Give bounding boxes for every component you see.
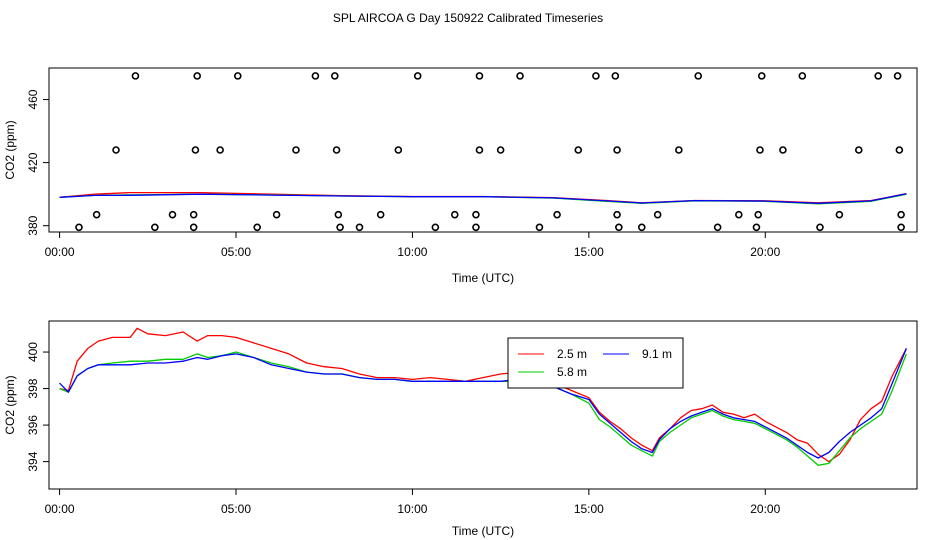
data-point: [779, 146, 787, 154]
data-point: [450, 210, 459, 219]
data-point: [613, 210, 621, 219]
y-axis-label-top: CO2 (ppm): [3, 120, 17, 179]
series-line-9-1-m: [59, 348, 908, 459]
legend-box: [507, 337, 684, 389]
legend: 2.5 m 5.8 m 9.1 m: [507, 337, 684, 389]
data-point: [874, 72, 882, 80]
x-tick-label: 10:00: [397, 245, 427, 259]
data-point: [895, 146, 904, 154]
data-point: [675, 146, 683, 154]
data-point: [75, 223, 83, 232]
data-point: [376, 210, 385, 219]
data-point: [611, 72, 620, 80]
data-point: [413, 72, 422, 80]
chart-title: SPL AIRCOA G Day 150922 Calibrated Times…: [333, 11, 603, 25]
data-point: [653, 210, 662, 219]
data-point: [553, 210, 561, 219]
x-tick-label: 05:00: [221, 245, 251, 259]
data-point: [332, 146, 341, 154]
x-axis-label-top: Time (UTC): [452, 271, 514, 285]
series-line-9-1-m: [59, 193, 907, 204]
data-point: [272, 210, 281, 219]
data-point: [613, 146, 621, 154]
data-point: [637, 223, 646, 232]
y-tick-label: 400: [26, 342, 40, 362]
data-point: [233, 72, 242, 80]
legend-label-2-5m: 2.5 m: [557, 347, 587, 361]
y-tick-label: 380: [26, 215, 40, 235]
data-point: [897, 210, 905, 219]
data-point: [394, 146, 403, 154]
data-point: [475, 72, 484, 80]
data-point: [798, 72, 807, 80]
data-point: [615, 223, 623, 232]
legend-label-9-1m: 9.1 m: [642, 347, 672, 361]
x-tick-label: 20:00: [750, 245, 780, 259]
data-point: [756, 146, 764, 154]
y-tick-label: 420: [26, 152, 40, 172]
y-tick-label: 460: [26, 89, 40, 109]
plot-frame-bottom: [48, 320, 918, 490]
y-axis-label-bottom: CO2 (ppm): [3, 375, 17, 434]
data-point: [253, 223, 261, 232]
data-point: [336, 223, 344, 232]
data-point: [754, 210, 763, 219]
data-point: [292, 146, 300, 154]
data-point: [431, 223, 440, 232]
data-point: [735, 210, 743, 219]
data-point: [757, 72, 766, 80]
x-tick-label: 15:00: [574, 245, 604, 259]
x-tick-label: 00:00: [45, 502, 75, 516]
series-line-5-8-m: [59, 193, 907, 205]
y-tick-label: 396: [26, 415, 40, 435]
data-point: [694, 72, 703, 80]
data-point: [854, 146, 863, 154]
data-point: [516, 72, 524, 80]
data-point: [592, 72, 600, 80]
data-point: [535, 223, 544, 232]
data-point: [331, 72, 339, 80]
x-tick-label: 00:00: [45, 245, 75, 259]
data-point: [835, 210, 844, 219]
data-point: [193, 72, 201, 80]
x-tick-label: 20:00: [750, 502, 780, 516]
data-point: [168, 210, 177, 219]
data-point: [189, 223, 198, 232]
x-tick-label: 15:00: [574, 502, 604, 516]
data-point: [191, 146, 200, 154]
data-point: [574, 146, 583, 154]
x-tick-label: 10:00: [397, 502, 427, 516]
data-point: [475, 146, 484, 154]
legend-label-5-8m: 5.8 m: [557, 365, 587, 379]
plot-frame-top: [48, 67, 918, 233]
y-tick-label: 398: [26, 378, 40, 398]
panel-top: 380 420 460 00:00 05:00 10:00 15:00 20:00 Time…: [3, 67, 918, 285]
data-point: [897, 223, 905, 232]
y-tick-label: 394: [26, 451, 40, 471]
data-point: [752, 223, 761, 232]
data-point: [334, 210, 343, 219]
data-point: [92, 210, 101, 219]
series-line-2-5-m: [59, 327, 907, 463]
data-point: [816, 223, 824, 232]
data-point: [189, 210, 198, 219]
data-point: [472, 223, 480, 232]
data-point: [713, 223, 722, 232]
series-line-5-8-m: [59, 351, 908, 466]
data-point: [131, 72, 140, 80]
data-point: [112, 146, 120, 154]
x-axis-label-bottom: Time (UTC): [452, 524, 514, 538]
data-point: [151, 223, 159, 232]
data-point: [893, 72, 902, 80]
data-point: [496, 146, 505, 154]
panel-bottom: 394 396 398 400 00:00 05:00 10:00 15:00 20:00 T…: [3, 320, 918, 538]
data-point: [311, 72, 320, 80]
data-point: [472, 210, 480, 219]
x-tick-label: 05:00: [221, 502, 251, 516]
data-point: [216, 146, 224, 154]
data-point: [355, 223, 364, 232]
